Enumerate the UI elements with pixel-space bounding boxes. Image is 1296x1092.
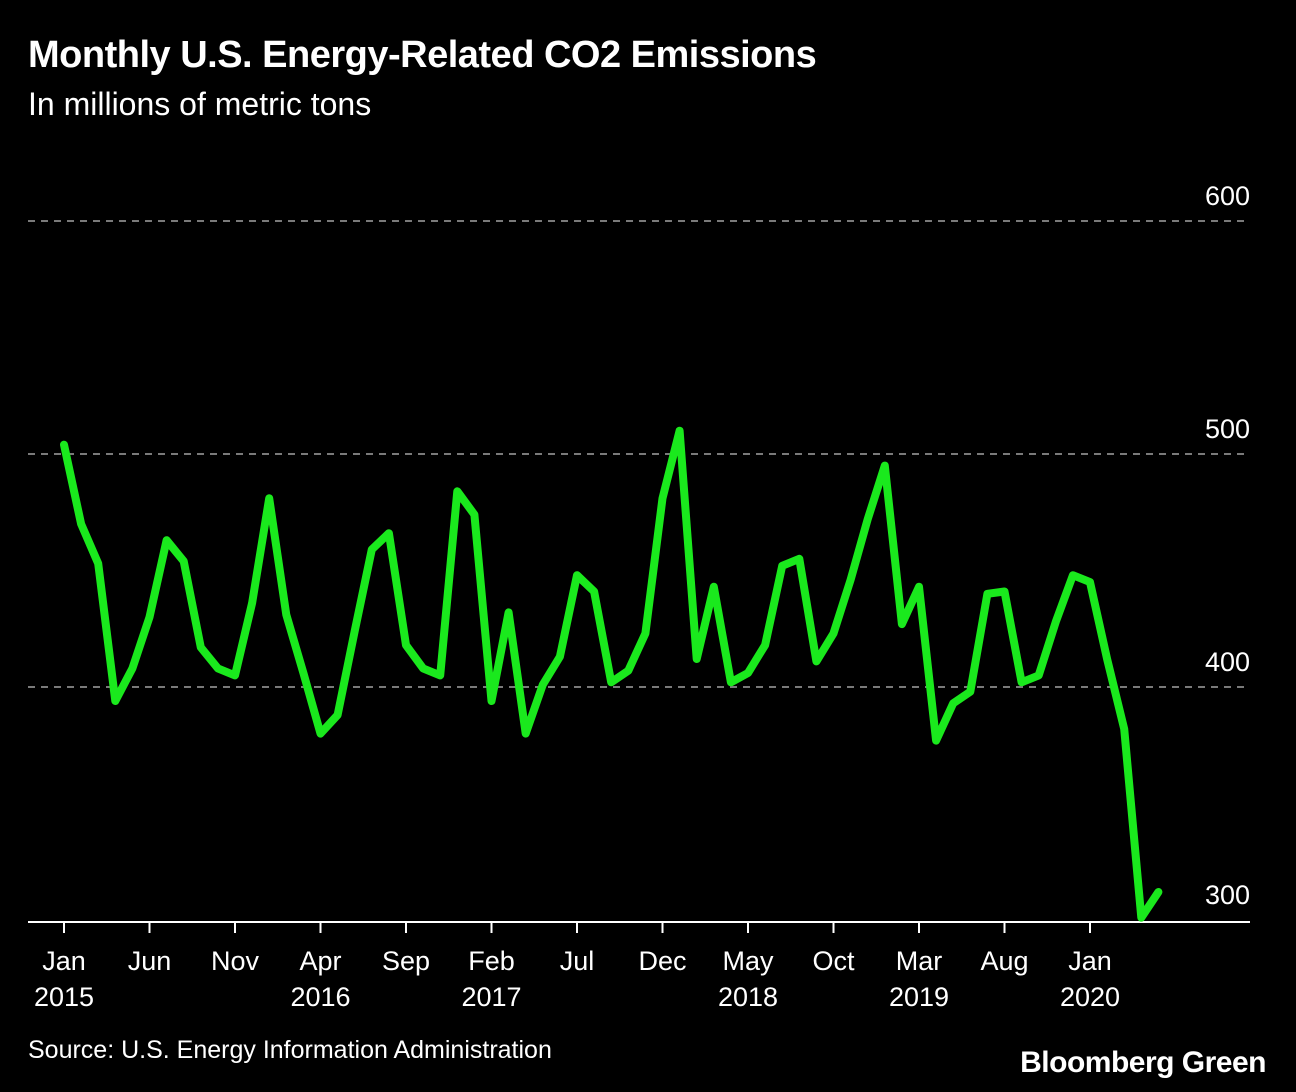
y-tick-label-300: 300 [1205, 880, 1250, 910]
data-point-2020-04 [1140, 917, 1142, 919]
x-tick-label-month: Dec [638, 946, 686, 976]
y-tick-label-500: 500 [1205, 414, 1250, 444]
data-point-2017-12 [662, 497, 663, 499]
data-point-2015-09 [200, 646, 202, 648]
data-point-2019-11 [1055, 621, 1057, 623]
data-point-2016-10 [422, 667, 424, 669]
emissions-line [60, 426, 1163, 922]
data-point-2018-09 [815, 660, 817, 662]
x-tick-label-month: Jun [128, 946, 172, 976]
x-tick-label-month: Nov [211, 946, 260, 976]
data-point-2015-01 [63, 444, 65, 446]
data-point-2016-08 [388, 532, 390, 534]
x-tick-label-month: Aug [980, 946, 1028, 976]
data-point-2017-07 [576, 574, 578, 576]
data-point-2015-07 [166, 539, 168, 541]
x-tick-label-year: 2020 [1060, 982, 1120, 1012]
data-point-2019-03 [918, 586, 920, 588]
data-point-2018-07 [781, 565, 783, 567]
data-point-2015-08 [183, 560, 185, 562]
data-point-2017-11 [644, 632, 646, 634]
x-tick-label-month: Jan [42, 946, 86, 976]
data-point-2019-04 [935, 740, 937, 742]
x-tick-label-month: Jul [560, 946, 595, 976]
data-point-2019-10 [1038, 674, 1040, 676]
data-point-2016-04 [320, 733, 321, 735]
x-axis-labels: Jan 2015 Jun Nov Apr 2016 Sep Feb 2017 Jul Dec May 2… [34, 946, 1120, 1012]
data-point-2018-08 [798, 558, 800, 560]
data-point-2016-05 [337, 714, 339, 716]
x-tick-label-year: 2015 [34, 982, 94, 1012]
data-point-2015-02 [80, 523, 82, 525]
data-point-2019-07 [986, 593, 988, 595]
data-point-2018-06 [764, 644, 766, 646]
y-axis-labels: 300 400 500 600 [1205, 181, 1250, 910]
data-point-2018-03 [713, 586, 715, 588]
data-point-2017-06 [559, 656, 561, 658]
x-tick-label-year: 2019 [889, 982, 949, 1012]
data-point-2018-10 [833, 632, 834, 634]
data-point-2019-02 [901, 623, 903, 625]
data-point-2015-10 [217, 667, 219, 669]
data-point-2020-01 [1089, 581, 1091, 583]
data-point-2017-01 [473, 514, 475, 516]
data-point-2018-05 [747, 672, 749, 674]
data-point-2020-05 [1157, 891, 1159, 893]
data-point-2020-02 [1106, 658, 1108, 660]
x-tick-label-month: Feb [468, 946, 515, 976]
x-tick-label-year: 2018 [718, 982, 778, 1012]
data-point-2020-03 [1123, 728, 1125, 730]
data-point-2016-02 [285, 614, 287, 616]
data-point-2017-03 [508, 611, 510, 613]
x-tick-label-month: Sep [382, 946, 430, 976]
data-point-2019-05 [952, 702, 954, 704]
gridlines [28, 220, 1250, 688]
x-axis-ticks [63, 922, 1091, 933]
data-point-2016-12 [456, 490, 458, 492]
x-tick-label-month: Jan [1068, 946, 1112, 976]
brand-logo: Bloomberg Green [1020, 1046, 1266, 1079]
chart-subtitle: In millions of metric tons [28, 86, 372, 122]
data-point-2019-08 [1004, 591, 1005, 592]
x-tick-label-month: Mar [896, 946, 943, 976]
data-point-2018-11 [850, 579, 852, 581]
data-point-2019-12 [1072, 574, 1074, 576]
data-point-2016-11 [439, 674, 441, 676]
x-tick-label-month: Apr [299, 946, 341, 976]
data-point-2015-05 [131, 667, 133, 669]
data-point-2018-04 [730, 681, 732, 683]
data-point-2017-02 [491, 700, 492, 702]
data-point-2016-09 [405, 644, 407, 646]
data-point-2017-05 [542, 684, 544, 686]
data-points [63, 430, 1159, 919]
data-point-2015-03 [97, 563, 99, 564]
data-point-2015-04 [114, 700, 116, 702]
data-point-2015-06 [149, 616, 150, 618]
data-point-2016-01 [268, 497, 270, 499]
data-point-2019-09 [1021, 681, 1023, 683]
data-point-2016-03 [302, 672, 304, 674]
data-point-2017-04 [525, 733, 527, 735]
source-note: Source: U.S. Energy Information Administ… [28, 1036, 552, 1064]
y-tick-label-400: 400 [1205, 647, 1250, 677]
data-point-2016-07 [371, 549, 373, 550]
y-tick-label-600: 600 [1205, 181, 1250, 211]
data-point-2019-01 [884, 465, 886, 467]
data-point-2017-08 [593, 591, 595, 592]
x-tick-label-month: Oct [812, 946, 855, 976]
data-point-2018-12 [867, 518, 869, 520]
data-point-2015-12 [251, 602, 253, 604]
x-tick-label-month: May [722, 946, 774, 976]
data-point-2019-06 [969, 691, 971, 693]
x-tick-label-year: 2016 [290, 982, 350, 1012]
x-tick-label-year: 2017 [461, 982, 521, 1012]
data-point-2018-01 [679, 430, 681, 432]
data-point-2018-02 [696, 658, 698, 660]
data-point-2016-06 [354, 630, 356, 632]
chart-title: Monthly U.S. Energy-Related CO2 Emission… [28, 34, 817, 76]
data-point-2017-10 [627, 670, 629, 672]
data-point-2015-11 [234, 674, 236, 676]
data-point-2017-09 [610, 681, 612, 683]
